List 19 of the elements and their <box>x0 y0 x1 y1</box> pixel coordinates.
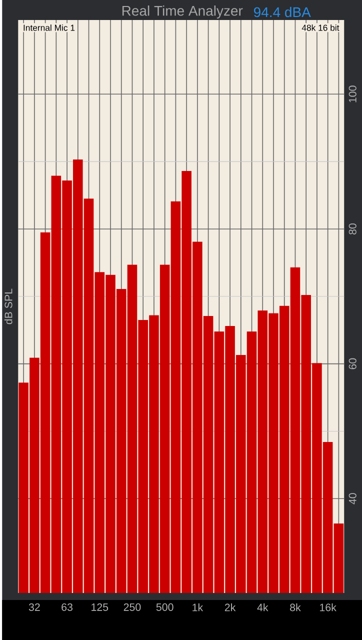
x-tick-label: 500 <box>156 603 174 611</box>
y-axis-title: dB SPL <box>4 288 12 324</box>
x-tick-label: 125 <box>91 603 108 611</box>
x-tick-label: 4k <box>257 603 268 612</box>
y-tick-label: 40 <box>348 493 356 504</box>
annotation: 48k 16 bit <box>302 24 340 31</box>
x-tick-label: 63 <box>62 603 72 611</box>
x-tick-label: 2k <box>224 603 236 612</box>
y-tick-label: 80 <box>348 223 356 234</box>
y-tick-label: 60 <box>348 358 356 370</box>
annotation: Internal Mic 1 <box>24 24 75 31</box>
y-tick-label: 100 <box>348 86 356 102</box>
x-tick-label: 16k <box>320 603 336 612</box>
chart-title: Real Time Analyzer <box>122 5 243 19</box>
x-tick-label: 250 <box>124 603 141 611</box>
x-tick-label: 32 <box>28 603 40 611</box>
x-tick-label: 8k <box>290 603 301 612</box>
chart-subtitle: 94.4 dBA <box>254 6 311 18</box>
x-tick-label: 1k <box>192 603 204 612</box>
